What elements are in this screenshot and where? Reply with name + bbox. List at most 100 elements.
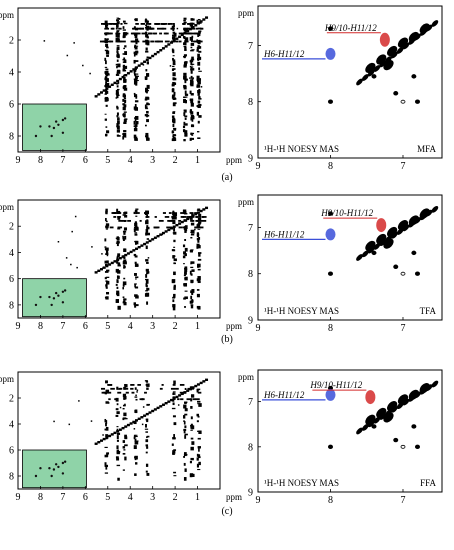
x-tick-label: 6 xyxy=(83,155,88,166)
cross-peak xyxy=(107,384,113,386)
cross-peak xyxy=(191,395,194,398)
cross-peak xyxy=(146,232,150,236)
cross-peak xyxy=(197,400,201,403)
diagonal-peak xyxy=(116,430,120,433)
cross-peak xyxy=(124,214,128,218)
diagonal-peak xyxy=(164,230,168,233)
cross-peak xyxy=(142,40,147,43)
cross-peak xyxy=(123,103,126,107)
cross-peak xyxy=(184,79,187,84)
cross-peak xyxy=(198,213,202,218)
cross-peak xyxy=(190,111,193,114)
cross-peak xyxy=(190,32,195,35)
cross-peak xyxy=(190,273,193,276)
cross-peak xyxy=(182,36,186,39)
cross-peak xyxy=(190,281,193,284)
cross-peak xyxy=(117,262,121,265)
diagonal-peak xyxy=(94,95,98,98)
cross-peak xyxy=(123,397,126,400)
cross-peak xyxy=(104,238,107,242)
cross-peak xyxy=(116,208,119,213)
cross-peak xyxy=(104,271,109,273)
diagonal-peak xyxy=(94,271,98,274)
diagonal-peak xyxy=(153,236,157,239)
cross-peak xyxy=(122,133,125,136)
cross-peak xyxy=(170,387,176,390)
cross-peak xyxy=(116,432,121,435)
cross-peak xyxy=(196,453,199,457)
cross-peak xyxy=(197,90,201,94)
cross-peak xyxy=(196,19,199,24)
x-tick-label: 7 xyxy=(400,161,405,172)
cross-peak xyxy=(190,102,194,107)
cross-peak xyxy=(196,289,200,291)
cross-peak xyxy=(123,32,128,36)
cross-peak xyxy=(105,284,108,287)
cross-peak xyxy=(122,417,125,421)
y-tick-label: 9 xyxy=(248,154,253,165)
cross-peak xyxy=(133,59,136,64)
cross-peak xyxy=(135,215,138,217)
cross-peak xyxy=(116,21,120,25)
cross-peak xyxy=(156,23,161,25)
x-tick-label: 7 xyxy=(400,323,405,334)
cross-peak xyxy=(172,57,174,61)
cross-peak xyxy=(136,40,140,43)
cross-peak xyxy=(196,389,199,393)
cross-peak xyxy=(115,32,120,35)
cross-peak xyxy=(105,247,109,251)
cross-peak xyxy=(117,118,120,121)
cross-peak xyxy=(184,387,187,391)
x-tick-label: 4 xyxy=(128,492,133,503)
x-axis-unit: ppm xyxy=(226,155,242,165)
cross-peak xyxy=(183,421,186,425)
method-label: ¹H-¹H NOESY MAS xyxy=(264,478,339,488)
diagonal-peak xyxy=(161,47,165,50)
contour-peak xyxy=(367,420,375,428)
cross-peak xyxy=(183,21,187,23)
cross-peak xyxy=(200,27,204,30)
cross-peak xyxy=(172,219,176,222)
diagonal-peak xyxy=(137,64,141,67)
cross-peak xyxy=(123,111,127,113)
cross-peak xyxy=(135,210,138,215)
cross-peak xyxy=(191,230,194,234)
cross-peak xyxy=(105,43,109,47)
cross-peak xyxy=(173,212,178,217)
cross-peak xyxy=(122,136,125,140)
contour-peak xyxy=(425,384,433,391)
cross-peak xyxy=(117,216,121,218)
cross-peak xyxy=(116,279,119,283)
diagonal-peak xyxy=(159,405,163,408)
cross-peak xyxy=(196,75,200,80)
cross-peak xyxy=(122,446,126,449)
cross-peak xyxy=(150,40,153,43)
cross-peak xyxy=(184,87,186,90)
method-label: ¹H-¹H NOESY MAS xyxy=(264,306,339,316)
cross-peak xyxy=(190,100,193,103)
x-tick-label: 7 xyxy=(60,155,65,166)
cross-peak xyxy=(164,40,170,43)
cross-peak xyxy=(145,232,148,236)
diagonal-peak xyxy=(110,261,114,265)
cross-peak xyxy=(190,222,195,226)
contour-peak xyxy=(402,42,410,50)
cross-peak xyxy=(190,446,194,451)
cross-peak xyxy=(190,429,193,431)
cross-peak xyxy=(123,77,126,81)
diagonal-peak xyxy=(194,24,198,27)
contour-peak xyxy=(361,250,369,258)
cross-peak xyxy=(105,32,110,35)
x-tick-label: 8 xyxy=(38,155,43,166)
diagonal-peak xyxy=(108,85,112,88)
cross-peak xyxy=(172,255,175,259)
diagonal-peak xyxy=(202,208,206,211)
cross-peak xyxy=(122,53,125,55)
cross-peak xyxy=(105,82,110,85)
cross-peak xyxy=(145,24,148,27)
cross-peak xyxy=(192,398,196,401)
cross-peak xyxy=(183,462,186,466)
cross-peak xyxy=(135,75,138,80)
cross-peak xyxy=(198,78,202,81)
cross-peak xyxy=(182,125,186,129)
